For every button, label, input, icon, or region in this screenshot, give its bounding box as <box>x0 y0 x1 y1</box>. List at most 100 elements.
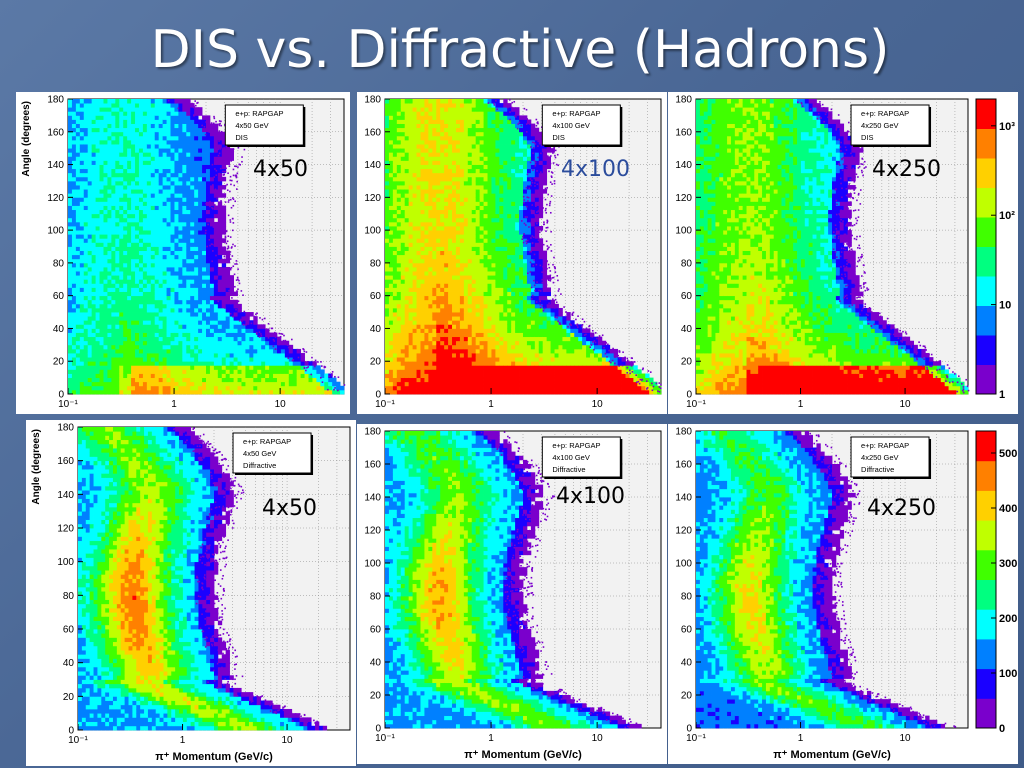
heatmap-cell <box>208 239 211 241</box>
heatmap-cell <box>75 377 81 383</box>
heatmap-cell <box>166 180 171 186</box>
heatmap-cell <box>320 381 325 387</box>
heatmap-cell <box>194 258 199 264</box>
heatmap-cell <box>131 357 136 362</box>
heatmap-cell <box>217 369 223 374</box>
heatmap-cell <box>123 127 128 133</box>
heatmap-cell <box>232 150 235 153</box>
heatmap-cell <box>146 127 152 133</box>
heatmap-cell <box>131 365 136 370</box>
heatmap-cell <box>194 242 199 247</box>
heatmap-cell <box>396 266 402 272</box>
heatmap-cell <box>385 258 390 264</box>
heatmap-cell <box>436 180 441 186</box>
heatmap-cell <box>440 115 445 120</box>
heatmap-cell <box>296 348 299 351</box>
heatmap-cell <box>280 344 286 350</box>
heatmap-cell <box>79 279 85 284</box>
heatmap-cell <box>428 246 433 251</box>
heatmap-cell <box>142 246 148 251</box>
heatmap-cell <box>261 377 266 383</box>
heatmap-cell <box>170 168 175 174</box>
heatmap-cell <box>190 275 195 280</box>
heatmap-cell <box>166 336 171 342</box>
heatmap-cell <box>146 242 152 247</box>
heatmap-cell <box>190 131 195 137</box>
heatmap-cell <box>99 99 104 104</box>
heatmap-cell <box>186 340 191 346</box>
heatmap-cell <box>388 344 394 350</box>
heatmap-cell <box>440 316 445 321</box>
heatmap-cell <box>79 361 85 366</box>
heatmap-cell <box>420 340 425 346</box>
heatmap-cell <box>432 332 437 338</box>
heatmap-cell <box>190 361 195 366</box>
heatmap-cell <box>186 389 191 395</box>
heatmap-cell <box>213 238 219 243</box>
heatmap-cell <box>91 135 96 141</box>
heatmap-cell <box>217 336 223 342</box>
heatmap-cell <box>408 135 413 141</box>
heatmap-cell <box>146 201 152 206</box>
heatmap-cell <box>202 123 207 129</box>
heatmap-cell <box>182 246 187 251</box>
heatmap-cell <box>235 279 238 281</box>
heatmap-cell <box>75 103 81 108</box>
heatmap-cell <box>154 377 160 383</box>
heatmap-cell <box>127 234 132 239</box>
heatmap-cell <box>150 103 156 108</box>
heatmap-cell <box>316 377 321 383</box>
heatmap-cell <box>138 295 144 301</box>
heatmap-cell <box>111 156 116 161</box>
heatmap-cell <box>158 135 164 141</box>
heatmap-cell <box>142 283 148 288</box>
heatmap-cell <box>190 193 195 198</box>
heatmap-cell <box>428 148 433 153</box>
heatmap-cell <box>273 340 278 346</box>
heatmap-cell <box>217 332 223 338</box>
heatmap-cell <box>221 213 227 219</box>
heatmap-cell <box>400 332 406 338</box>
heatmap-cell <box>170 103 175 108</box>
heatmap-cell <box>186 320 191 325</box>
heatmap-cell <box>316 373 321 379</box>
heatmap-cell <box>75 389 81 395</box>
heatmap-cell <box>220 229 222 232</box>
heatmap-cell <box>107 279 112 284</box>
heatmap-cell <box>111 246 116 251</box>
heatmap-cell <box>111 205 116 211</box>
heatmap-cell <box>131 148 136 153</box>
heatmap-cell <box>216 136 218 138</box>
heatmap-cell <box>253 373 258 379</box>
heatmap-cell <box>178 139 183 145</box>
heatmap-cell <box>107 185 112 190</box>
heatmap-cell <box>123 205 128 211</box>
y-tick-label: 100 <box>47 226 64 237</box>
heatmap-cell <box>162 381 167 387</box>
heatmap-cell <box>400 168 406 174</box>
heatmap-cell <box>432 209 437 215</box>
heatmap-cell <box>162 152 167 157</box>
heatmap-cell <box>174 299 179 305</box>
heatmap-cell <box>99 266 104 272</box>
heatmap-cell <box>253 361 258 366</box>
heatmap-cell <box>198 185 203 190</box>
heatmap-cell <box>428 287 433 292</box>
heatmap-cell <box>404 250 410 256</box>
heatmap-cell <box>198 230 203 235</box>
heatmap-cell <box>436 123 441 129</box>
heatmap-cell <box>237 348 242 354</box>
heatmap-cell <box>385 156 390 161</box>
heatmap-cell <box>217 139 223 145</box>
heatmap-cell <box>440 307 445 313</box>
heatmap-cell <box>432 238 437 243</box>
heatmap-cell <box>265 373 270 379</box>
heatmap-cell <box>182 234 187 239</box>
heatmap-cell <box>400 262 406 268</box>
heatmap-cell <box>237 357 242 362</box>
heatmap-cell <box>300 369 305 374</box>
heatmap-cell <box>71 123 77 129</box>
heatmap-cell <box>91 217 96 223</box>
heatmap-cell <box>123 234 128 239</box>
